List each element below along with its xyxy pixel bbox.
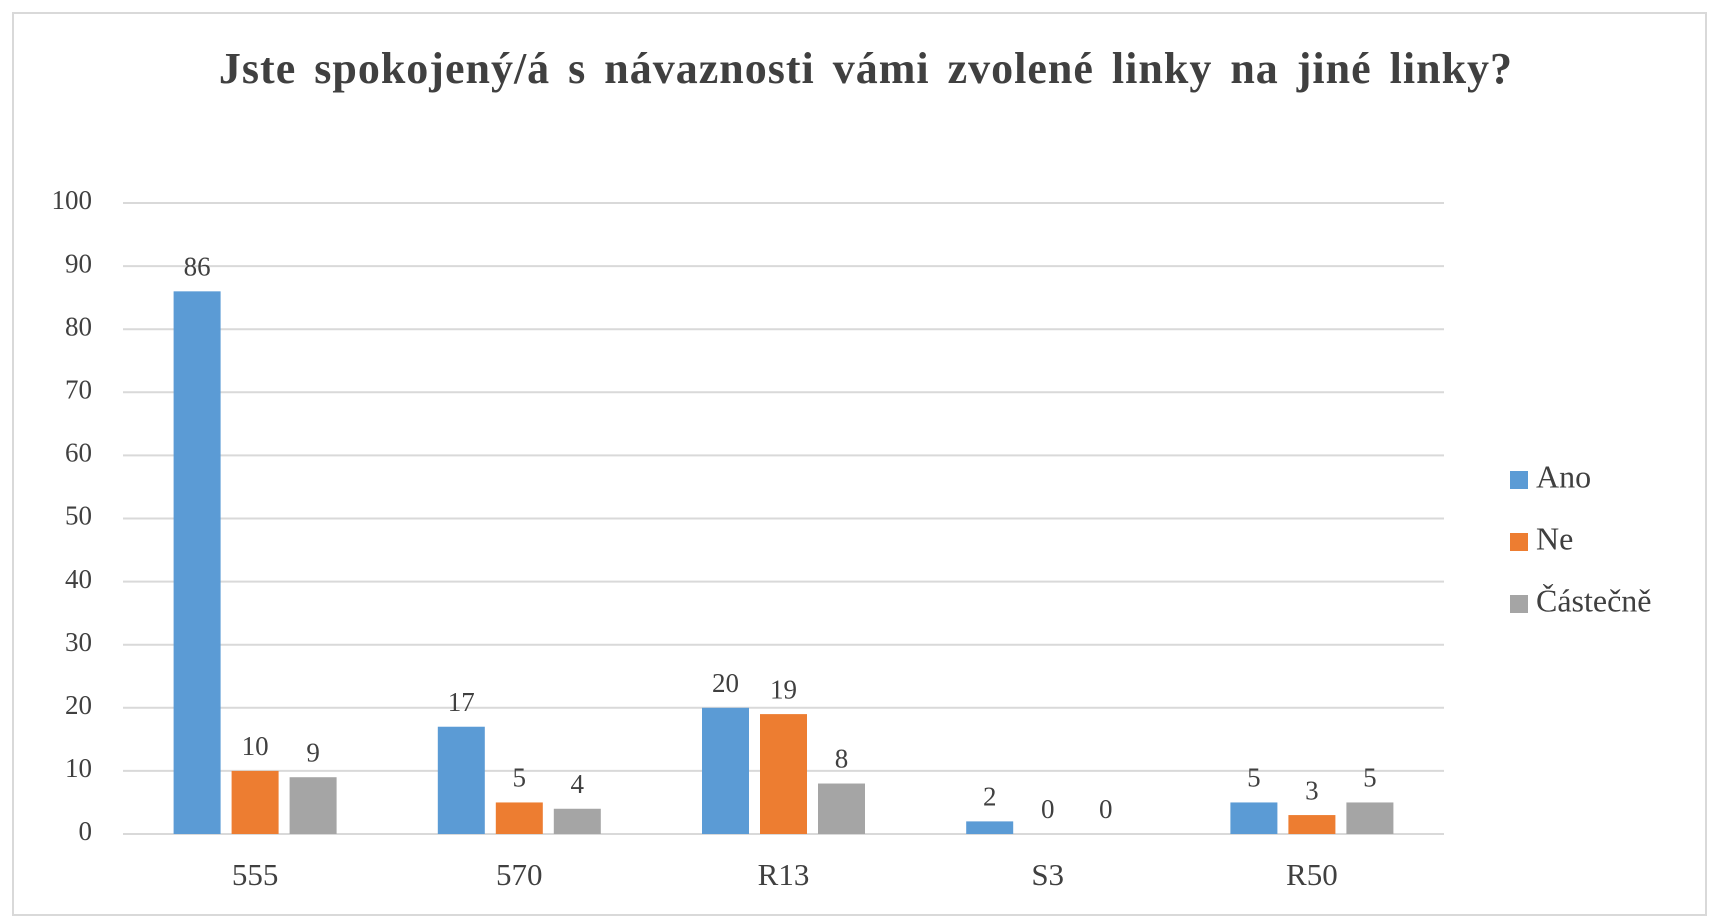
bar xyxy=(437,726,485,834)
chart-frame xyxy=(12,12,1707,916)
bar xyxy=(553,808,601,834)
value-label: 10 xyxy=(242,731,269,761)
bar xyxy=(231,770,279,834)
y-tick-label: 30 xyxy=(65,627,92,657)
bar xyxy=(289,777,337,834)
bar xyxy=(1288,815,1336,834)
y-tick-label: 90 xyxy=(65,248,92,278)
x-tick-label: R50 xyxy=(1286,857,1338,892)
bar xyxy=(495,802,543,834)
y-tick-label: 100 xyxy=(52,185,93,215)
x-tick-label: R13 xyxy=(758,857,810,892)
legend-swatch xyxy=(1510,533,1528,551)
value-label: 0 xyxy=(1041,794,1055,824)
legend-label: Ne xyxy=(1536,520,1573,556)
value-label: 5 xyxy=(513,763,527,793)
value-label: 17 xyxy=(448,687,475,717)
value-label: 86 xyxy=(184,252,211,282)
y-tick-label: 60 xyxy=(65,438,92,468)
chart-title: Jste spokojený/á s návaznosti vámi zvole… xyxy=(218,44,1514,93)
y-tick-label: 40 xyxy=(65,564,92,594)
x-tick-label: S3 xyxy=(1031,857,1064,892)
legend-swatch xyxy=(1510,595,1528,613)
bar xyxy=(966,821,1014,834)
y-tick-label: 50 xyxy=(65,501,92,531)
value-label: 5 xyxy=(1247,763,1261,793)
value-label: 4 xyxy=(571,769,585,799)
x-tick-label: 570 xyxy=(496,857,543,892)
y-tick-label: 10 xyxy=(65,753,92,783)
legend-label: Ano xyxy=(1536,458,1591,494)
value-label: 9 xyxy=(306,737,320,767)
legend-swatch xyxy=(1510,471,1528,489)
y-tick-label: 0 xyxy=(79,816,93,846)
bar xyxy=(818,783,865,834)
value-label: 5 xyxy=(1363,763,1377,793)
bar xyxy=(1346,802,1394,834)
y-tick-label: 20 xyxy=(65,690,92,720)
value-label: 0 xyxy=(1099,794,1113,824)
bar xyxy=(760,714,807,834)
bar xyxy=(1230,802,1278,834)
y-tick-label: 80 xyxy=(65,311,92,341)
legend-label: Částečně xyxy=(1536,582,1652,618)
value-label: 19 xyxy=(770,674,797,704)
bar xyxy=(702,707,749,834)
y-tick-label: 70 xyxy=(65,375,92,405)
value-label: 20 xyxy=(712,668,739,698)
x-tick-label: 555 xyxy=(232,857,279,892)
value-label: 2 xyxy=(983,782,997,812)
bar xyxy=(173,291,221,835)
value-label: 3 xyxy=(1305,775,1319,805)
value-label: 8 xyxy=(835,744,849,774)
